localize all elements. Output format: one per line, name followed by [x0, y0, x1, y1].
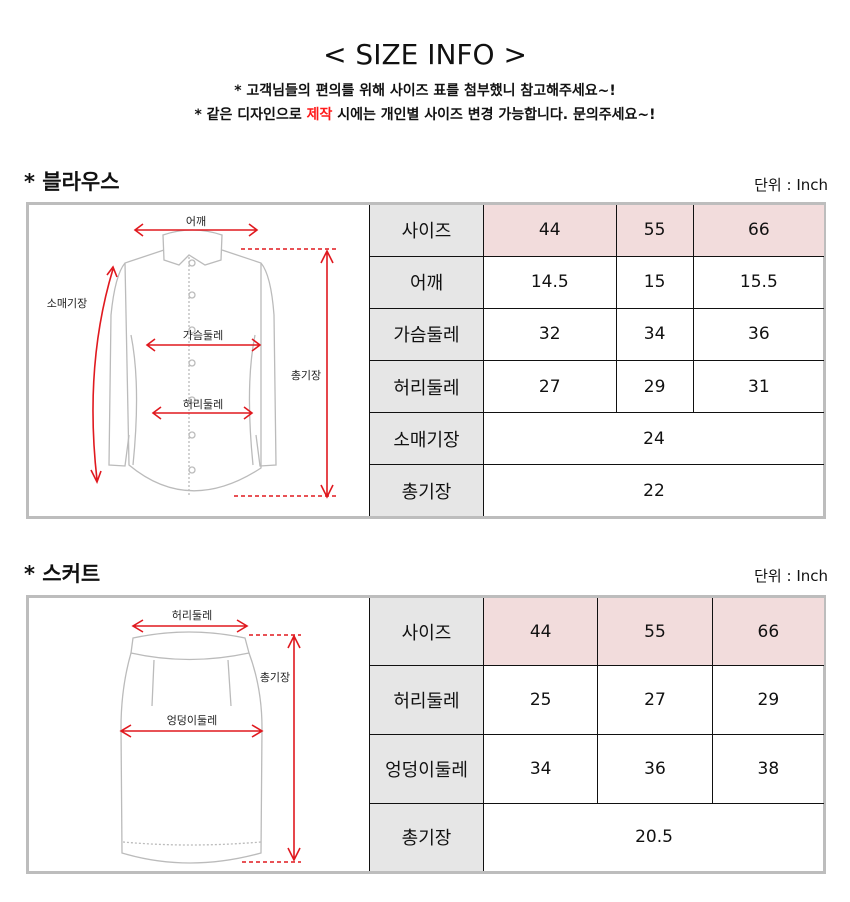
size-cell: 44: [483, 205, 617, 257]
value-cell: 29: [711, 665, 824, 735]
row-header: 엉덩이둘레: [369, 733, 484, 804]
blouse-unit: 단위 : Inch: [754, 176, 828, 194]
value-cell: 29: [615, 359, 694, 414]
label-sleeve: 소매기장: [47, 297, 87, 310]
table-row: 어깨 14.5 15 15.5: [369, 255, 824, 309]
row-header: 소매기장: [369, 412, 484, 466]
skirt-unit: 단위 : Inch: [754, 567, 828, 585]
value-cell: 38: [711, 733, 824, 804]
value-cell: 32: [483, 307, 617, 361]
row-header: 어깨: [369, 255, 484, 309]
table-row: 허리둘레 25 27 29: [369, 665, 824, 735]
value-cell: 20.5: [483, 802, 824, 871]
table-row: 엉덩이둘레 34 36 38: [369, 733, 824, 804]
size-cell: 44: [482, 598, 599, 667]
size-cell: 55: [615, 205, 694, 257]
blouse-section-title: * 블라우스: [24, 170, 120, 194]
page-title: < SIZE INFO >: [323, 38, 527, 71]
table-row: 소매기장 24: [369, 412, 824, 466]
value-cell: 27: [483, 359, 617, 414]
row-header: 총기장: [369, 464, 484, 516]
label-waist: 허리둘레: [183, 398, 223, 411]
table-row: 가슴둘레 32 34 36: [369, 307, 824, 361]
value-cell: 27: [597, 665, 713, 735]
notice-2: * 같은 디자인으로 제작 시에는 개인별 사이즈 변경 가능합니다. 문의주세…: [0, 104, 850, 124]
skirt-outline-icon: [120, 631, 263, 864]
value-cell: 34: [615, 307, 694, 361]
table-row: 사이즈 44 55 66: [369, 598, 824, 667]
measure-arrows-icon: [90, 223, 339, 499]
notice-2-pre: * 같은 디자인으로: [194, 107, 307, 123]
label-waist: 허리둘레: [172, 609, 212, 622]
value-cell: 15: [615, 255, 694, 309]
value-cell: 34: [482, 733, 599, 804]
value-cell: 25: [482, 665, 599, 735]
value-cell: 36: [597, 733, 713, 804]
table-row: 허리둘레 27 29 31: [369, 359, 824, 414]
row-header: 가슴둘레: [369, 307, 484, 361]
skirt-section-title: * 스커트: [24, 562, 101, 586]
row-header: 허리둘레: [369, 665, 484, 735]
size-cell: 66: [692, 205, 824, 257]
size-cell: 55: [597, 598, 713, 667]
label-hip: 엉덩이둘레: [167, 714, 218, 727]
notice-2-highlight: 제작: [306, 107, 333, 123]
label-length: 총기장: [260, 671, 290, 684]
table-row: 총기장 20.5: [369, 802, 824, 871]
row-header: 사이즈: [369, 205, 484, 257]
size-cell: 66: [711, 598, 824, 667]
value-cell: 14.5: [483, 255, 617, 309]
blouse-outline-icon: [108, 229, 277, 495]
row-header: 사이즈: [369, 598, 484, 667]
value-cell: 22: [483, 464, 824, 516]
value-cell: 36: [692, 307, 824, 361]
label-chest: 가슴둘레: [183, 329, 223, 342]
table-row: 총기장 22: [369, 464, 824, 516]
skirt-diagram: 허리둘레 엉덩이둘레 총기장: [119, 609, 301, 864]
value-cell: 31: [692, 359, 824, 414]
measure-arrows-icon: [119, 619, 301, 863]
skirt-size-box: 허리둘레 엉덩이둘레 총기장 사이즈 44 55 66 허리둘레 25 27 29 엉덩이둘…: [26, 595, 826, 874]
blouse-size-box: 어깨 소매기장 가슴둘레 허리둘레 총기장 사이즈 44 55 66 어깨 14.5 15…: [26, 202, 826, 519]
notice-2-post: 시에는 개인별 사이즈 변경 가능합니다. 문의주세요~!: [332, 107, 656, 123]
blouse-diagram: 어깨 소매기장 가슴둘레 허리둘레 총기장: [47, 215, 339, 499]
notice-1: * 고객님들의 편의를 위해 사이즈 표를 첨부했니 참고해주세요~!: [234, 83, 616, 99]
blouse-size-table: 사이즈 44 55 66 어깨 14.5 15 15.5 가슴둘레 32 34 36 허리둘레 27…: [369, 205, 824, 516]
value-cell: 24: [483, 412, 824, 466]
row-header: 총기장: [369, 802, 484, 871]
label-length: 총기장: [291, 369, 321, 382]
row-header: 허리둘레: [369, 359, 484, 414]
label-shoulder: 어깨: [186, 215, 206, 228]
value-cell: 15.5: [692, 255, 824, 309]
table-row: 사이즈 44 55 66: [369, 205, 824, 257]
skirt-size-table: 사이즈 44 55 66 허리둘레 25 27 29 엉덩이둘레 34 36 38 총기장 20.5: [369, 598, 824, 871]
